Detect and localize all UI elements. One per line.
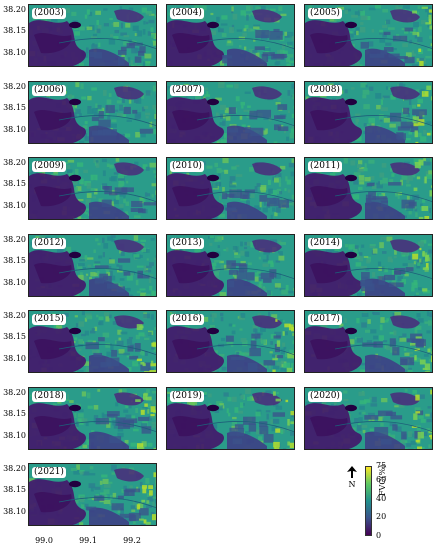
panel-year-label: (2014) [308, 238, 342, 249]
colorbar-tick-label: 75 [376, 461, 387, 470]
y-tick-label: 38.10 [3, 354, 26, 363]
map-panel: (2014) [304, 234, 433, 297]
map-panel: (2003) [28, 4, 157, 67]
y-tick-label: 38.15 [3, 256, 26, 265]
fvc-map-raster [29, 235, 156, 296]
y-tick-label: 38.15 [3, 332, 26, 341]
map-panel: (2016) [166, 310, 295, 373]
panel-year-label: (2019) [170, 391, 204, 402]
panel-year-label: (2004) [170, 8, 204, 19]
panel-year-label: (2013) [170, 238, 204, 249]
panel-year-label: (2011) [308, 161, 342, 172]
north-arrow-icon [347, 466, 357, 478]
panel-year-label: (2009) [32, 161, 66, 172]
y-tick-label: 38.20 [3, 5, 26, 14]
panel-year-label: (2016) [170, 314, 204, 325]
map-panel: (2020) [304, 387, 433, 450]
map-panel: (2008) [304, 81, 433, 144]
panel-year-label: (2007) [170, 85, 204, 96]
panel-year-label: (2008) [308, 85, 342, 96]
colorbar-tick-label: 40 [376, 493, 387, 503]
map-panel: (2011) [304, 157, 433, 220]
y-tick-label: 38.20 [3, 235, 26, 244]
colorbar-label: FVC(%) [378, 464, 387, 496]
colorbar-tick-label: 20 [376, 512, 387, 522]
map-panel: (2007) [166, 81, 295, 144]
y-tick-label: 38.15 [3, 26, 26, 35]
map-panel: (2017) [304, 310, 433, 373]
map-panel: (2019) [166, 387, 295, 450]
map-panel: (2006) [28, 81, 157, 144]
map-panel: (2018) [28, 387, 157, 450]
panel-year-label: (2006) [32, 85, 66, 96]
colorbar-tick-label: 60 [376, 475, 387, 484]
y-tick-label: 38.10 [3, 507, 26, 516]
fvc-map-raster [29, 82, 156, 143]
y-tick-label: 38.10 [3, 278, 26, 287]
map-panel: (2015) [28, 310, 157, 373]
x-tick-label: 99.1 [79, 536, 97, 545]
y-tick-label: 38.10 [3, 201, 26, 210]
y-tick-label: 38.15 [3, 485, 26, 494]
y-tick-label: 38.20 [3, 82, 26, 91]
x-tick-label: 99.2 [123, 536, 141, 545]
panel-year-label: (2015) [32, 314, 66, 325]
colorbar-tick-label: 0 [376, 531, 382, 540]
north-arrow: N [346, 466, 358, 489]
y-tick-label: 38.20 [3, 311, 26, 320]
x-tick-label: 99.0 [35, 536, 53, 545]
panel-year-label: (2020) [308, 391, 342, 402]
y-tick-label: 38.20 [3, 388, 26, 397]
map-panel: (2009) [28, 157, 157, 220]
map-panel: (2010) [166, 157, 295, 220]
y-tick-label: 38.15 [3, 409, 26, 418]
panel-year-label: (2018) [32, 391, 66, 402]
map-panel: (2012) [28, 234, 157, 297]
north-label: N [348, 480, 356, 489]
y-tick-label: 38.20 [3, 464, 26, 473]
map-panel: (2021) [28, 463, 157, 526]
y-tick-label: 38.10 [3, 48, 26, 57]
map-panel: (2004) [166, 4, 295, 67]
panel-year-label: (2012) [32, 238, 66, 249]
fvc-map-raster [305, 158, 432, 219]
panel-year-label: (2017) [308, 314, 342, 325]
panel-year-label: (2003) [32, 8, 66, 19]
y-tick-label: 38.10 [3, 431, 26, 440]
panel-year-label: (2021) [32, 467, 66, 478]
fvc-map-raster [29, 388, 156, 449]
y-tick-label: 38.10 [3, 125, 26, 134]
y-tick-label: 38.15 [3, 103, 26, 112]
y-tick-label: 38.20 [3, 158, 26, 167]
map-panel: (2005) [304, 4, 433, 67]
colorbar [365, 466, 372, 536]
map-panel: (2013) [166, 234, 295, 297]
panel-year-label: (2005) [308, 8, 342, 19]
panel-year-label: (2010) [170, 161, 204, 172]
y-tick-label: 38.15 [3, 179, 26, 188]
